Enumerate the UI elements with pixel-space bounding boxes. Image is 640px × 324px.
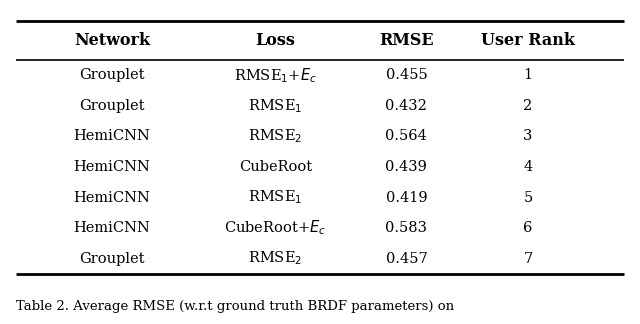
Text: HemiCNN: HemiCNN [74,221,150,235]
Text: 0.455: 0.455 [385,68,428,83]
Text: HemiCNN: HemiCNN [74,191,150,204]
Text: RMSE$_1$: RMSE$_1$ [248,97,302,115]
Text: RMSE$_2$: RMSE$_2$ [248,128,302,145]
Text: RMSE$_2$: RMSE$_2$ [248,250,302,267]
Text: 0.564: 0.564 [385,130,428,144]
Text: 0.419: 0.419 [385,191,428,204]
Text: Grouplet: Grouplet [79,68,145,83]
Text: Grouplet: Grouplet [79,99,145,113]
Text: 4: 4 [524,160,532,174]
Text: 5: 5 [524,191,532,204]
Text: User Rank: User Rank [481,32,575,49]
Text: Network: Network [74,32,150,49]
Text: RMSE$_1$: RMSE$_1$ [248,189,302,206]
Text: RMSE: RMSE [379,32,434,49]
Text: 6: 6 [524,221,532,235]
Text: HemiCNN: HemiCNN [74,130,150,144]
Text: 3: 3 [524,130,532,144]
Text: Loss: Loss [255,32,295,49]
Text: 0.432: 0.432 [385,99,428,113]
Text: 7: 7 [524,251,532,266]
Text: RMSE$_1$+$E_c$: RMSE$_1$+$E_c$ [234,66,317,85]
Text: CubeRoot+$E_c$: CubeRoot+$E_c$ [224,219,326,237]
Text: Table 2. Average RMSE (w.r.t ground truth BRDF parameters) on: Table 2. Average RMSE (w.r.t ground trut… [16,300,454,313]
Text: 0.439: 0.439 [385,160,428,174]
Text: 1: 1 [524,68,532,83]
Text: Grouplet: Grouplet [79,251,145,266]
Text: HemiCNN: HemiCNN [74,160,150,174]
Text: 2: 2 [524,99,532,113]
Text: CubeRoot: CubeRoot [239,160,312,174]
Text: 0.583: 0.583 [385,221,428,235]
Text: 0.457: 0.457 [385,251,428,266]
